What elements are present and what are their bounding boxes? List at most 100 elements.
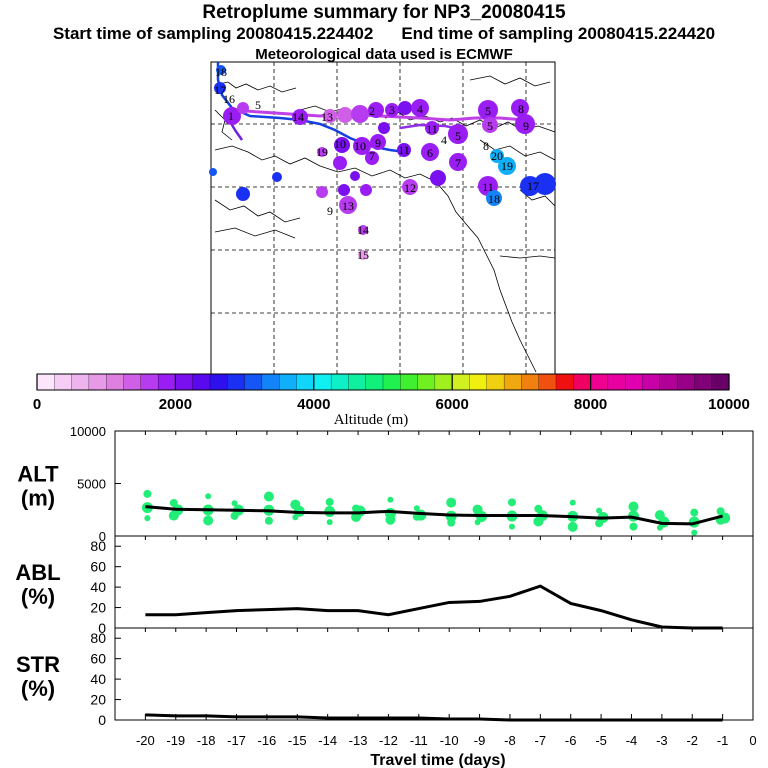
plume-dot — [365, 151, 379, 165]
x-tick-label: -18 — [197, 733, 216, 748]
trajectory-label: 17 — [214, 83, 226, 97]
colorbar-swatch — [382, 373, 401, 391]
panel-frame — [114, 627, 754, 721]
x-tick-label: -14 — [318, 733, 337, 748]
alt-scatter-point — [413, 505, 420, 512]
plume-dot — [534, 173, 556, 195]
series-line — [145, 505, 723, 526]
colorbar-swatch — [538, 373, 557, 391]
plume-dot — [490, 149, 504, 163]
alt-scatter-point — [352, 504, 361, 513]
alt-scatter-point — [596, 507, 603, 514]
trajectory-label: 11 — [426, 122, 438, 136]
alt-scatter-point — [654, 510, 665, 521]
trajectory-label: 6 — [427, 146, 433, 160]
plume-dot — [385, 103, 399, 117]
trajectory-label: 11 — [398, 143, 410, 157]
alt-scatter-point — [326, 519, 333, 526]
plume-dot — [421, 143, 439, 161]
alt-scatter-point — [629, 522, 638, 531]
x-tick-label: -7 — [535, 733, 547, 748]
alt-scatter-point — [446, 497, 457, 508]
trajectory-label: 12 — [404, 181, 416, 195]
plume-dot — [449, 153, 467, 171]
plume-dot — [316, 186, 328, 198]
alt-scatter-point — [387, 496, 394, 503]
plume-dot — [515, 114, 535, 134]
y-tick-label: 60 — [90, 559, 106, 575]
plume-dot — [216, 65, 226, 75]
trajectory-label: 7 — [455, 156, 461, 170]
colorbar-label: Altitude (m) — [334, 412, 409, 428]
trajectory-label: 20 — [491, 149, 503, 163]
plume-dot — [353, 137, 371, 155]
x-tick-label: -12 — [379, 733, 398, 748]
alt-scatter-point — [569, 499, 576, 506]
colorbar-swatch — [244, 373, 263, 391]
plume-dot — [430, 170, 446, 186]
start-time-label: Start time of sampling 20080415.224402 — [52, 24, 374, 43]
trajectory-label: 18 — [488, 192, 500, 206]
colorbar: 0 2000 4000 6000 8000 10000 — [33, 373, 750, 413]
y-axis-unit: (m) — [21, 486, 55, 511]
colorbar-tick-label: 0 — [33, 396, 41, 413]
colorbar-swatch — [209, 373, 228, 391]
alt-scatter-point — [472, 504, 483, 515]
colorbar-swatch — [227, 373, 246, 391]
trajectory-label: 11 — [482, 180, 494, 194]
x-tick-label: -13 — [349, 733, 368, 748]
plume-dot — [272, 172, 282, 182]
colorbar-swatch — [71, 373, 90, 391]
x-tick-label: -9 — [474, 733, 486, 748]
x-tick-label: -1 — [717, 733, 729, 748]
panel-abl: 80 60 40 20 0 ABL(%) — [15, 535, 754, 636]
colorbar-swatch — [400, 373, 419, 391]
colorbar-swatch — [607, 373, 626, 391]
plume-dot — [402, 179, 418, 195]
alt-scatter-point — [143, 489, 152, 498]
x-tick-label: -16 — [258, 733, 277, 748]
y-tick-label: 40 — [90, 671, 106, 687]
alt-scatter-point — [290, 499, 301, 510]
colorbar-swatch — [417, 373, 436, 391]
series-line — [145, 713, 723, 722]
colorbar-swatch — [175, 373, 194, 391]
chart-title: Retroplume summary for NP3_20080415 — [202, 2, 566, 23]
y-tick-label: 20 — [90, 600, 106, 616]
colorbar-swatch — [642, 373, 661, 391]
plume-dot — [209, 168, 217, 176]
time-series-panels: 1000050000ALT(m)806040200ABL(%)806040200… — [15, 424, 756, 748]
alt-scatter-point — [384, 507, 396, 519]
x-tick-label: -20 — [136, 733, 155, 748]
plume-dot — [511, 99, 529, 117]
trajectory-label: 9 — [327, 204, 333, 218]
end-time-label: End time of sampling 20080415.224420 — [401, 24, 716, 43]
trajectory-label: 17 — [527, 179, 539, 193]
trajectory-label: 3 — [389, 103, 395, 117]
trajectory-label: 7 — [369, 149, 375, 163]
colorbar-tick-label: 4000 — [297, 396, 330, 413]
trajectory-label: 15 — [357, 248, 369, 262]
plume-dot — [237, 102, 249, 114]
trajectory-label: 1 — [228, 109, 234, 123]
plume-dot — [486, 190, 502, 206]
colorbar-swatch — [590, 373, 609, 391]
plume-dot — [236, 187, 250, 201]
y-tick-label: 40 — [90, 579, 106, 595]
colorbar-swatch — [261, 373, 280, 391]
x-tick-label: -2 — [686, 733, 698, 748]
alt-scatter-point — [263, 491, 274, 502]
y-axis-label: ABL — [15, 560, 60, 585]
trajectory-label: 5 — [485, 104, 491, 118]
y-axis-label: ALT — [17, 462, 59, 487]
colorbar-swatch — [365, 373, 384, 391]
colorbar-swatch — [313, 373, 332, 391]
colorbar-swatch — [434, 373, 453, 391]
x-tick-label: -4 — [626, 733, 638, 748]
colorbar-tick-label: 2000 — [159, 396, 192, 413]
plume-dot — [292, 109, 308, 125]
panel-alt: 10000 5000 0 ALT(m) — [17, 424, 754, 544]
